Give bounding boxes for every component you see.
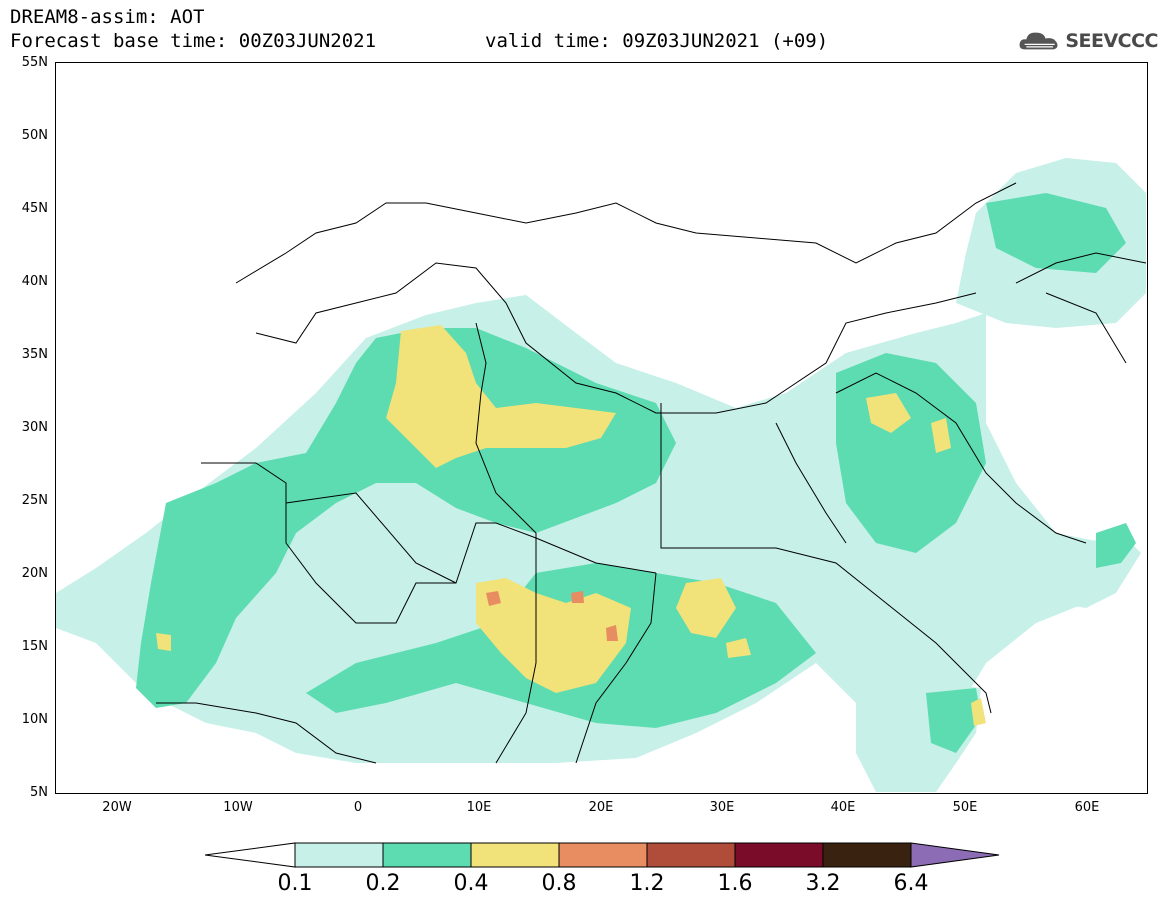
aot-map <box>55 62 1148 794</box>
colorbar-level-label: 1.2 <box>629 871 665 896</box>
lon-label: 60E <box>1074 800 1100 815</box>
colorbar-level-label: 3.2 <box>805 871 841 896</box>
country-borders <box>156 182 1146 764</box>
lat-label: 30N <box>21 420 48 435</box>
lat-label: 25N <box>21 493 48 508</box>
lon-label: 30E <box>709 800 735 815</box>
lat-label: 50N <box>21 128 48 143</box>
colorbar-under-arrow <box>204 842 296 868</box>
lon-label: 20E <box>588 800 614 815</box>
lon-label: 10E <box>466 800 492 815</box>
map-canvas <box>56 158 1146 792</box>
colorbar-over-arrow <box>910 842 1000 868</box>
lon-label: 50E <box>952 800 978 815</box>
lon-label: 0 <box>353 800 363 815</box>
colorbar-swatch <box>734 842 824 868</box>
cloud-logo-icon <box>1019 32 1058 50</box>
lon-label: 20W <box>102 800 132 815</box>
lat-label: 40N <box>21 274 48 289</box>
lon-label: 40E <box>830 800 856 815</box>
colorbar-level-label: 0.2 <box>365 871 401 896</box>
valid-time: valid time: 09Z03JUN2021 (+09) <box>485 30 829 52</box>
lat-label: 45N <box>21 201 48 216</box>
lon-label: 10W <box>223 800 253 815</box>
logo-text: SEEVCCC <box>1065 30 1158 52</box>
lat-label: 20N <box>21 566 48 581</box>
colorbar <box>204 840 1005 874</box>
colorbar-swatch <box>382 842 472 868</box>
lat-label: 10N <box>21 712 48 727</box>
colorbar-swatch <box>558 842 648 868</box>
colorbar-level-label: 6.4 <box>893 871 929 896</box>
lat-label: 5N <box>30 785 48 800</box>
map-title: DREAM8-assim: AOT <box>10 6 205 28</box>
colorbar-level-label: 0.4 <box>453 871 489 896</box>
colorbar-swatch <box>470 842 560 868</box>
colorbar-svg <box>204 842 1000 868</box>
colorbar-level-label: 0.8 <box>541 871 577 896</box>
lat-label: 55N <box>21 55 48 70</box>
colorbar-swatch <box>646 842 736 868</box>
colorbar-swatch <box>294 842 384 868</box>
lat-label: 35N <box>21 347 48 362</box>
colorbar-level-label: 0.1 <box>277 871 313 896</box>
seevccc-logo: SEEVCCC <box>1018 26 1158 56</box>
lat-label: 15N <box>21 639 48 654</box>
aot-contour-0-4 <box>156 325 986 726</box>
forecast-base-time: Forecast base time: 00Z03JUN2021 <box>10 30 377 52</box>
colorbar-level-label: 1.6 <box>717 871 753 896</box>
colorbar-swatch <box>822 842 912 868</box>
aot-contour-0-8 <box>486 591 618 641</box>
